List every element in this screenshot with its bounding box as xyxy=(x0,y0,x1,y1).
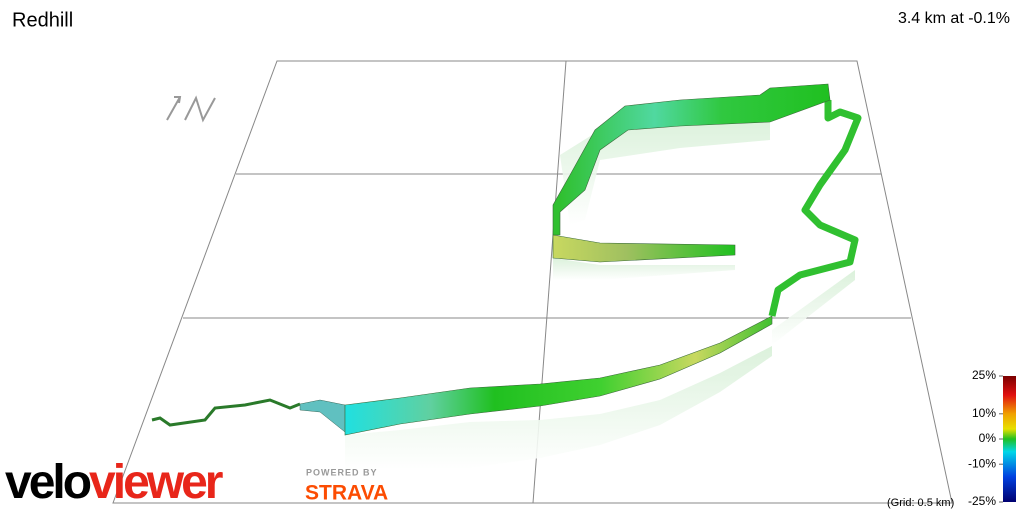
gradient-bar xyxy=(1003,376,1016,502)
logo-viewer: viewer xyxy=(89,456,223,509)
scale-label: -25% xyxy=(968,494,996,508)
logo: veloviewer xyxy=(5,456,223,509)
north-arrow xyxy=(166,95,216,123)
route-wall xyxy=(344,315,773,436)
scale-label: 25% xyxy=(972,368,996,382)
route-wall xyxy=(552,234,736,263)
scale-label: 0% xyxy=(979,431,997,445)
scale-label: 10% xyxy=(972,406,996,420)
strava-logo: STRAVA xyxy=(305,482,388,505)
route-wall xyxy=(552,83,831,236)
logo-velo: velo xyxy=(5,456,91,509)
scale-label: -10% xyxy=(968,456,996,470)
route-wall xyxy=(768,100,862,317)
grid-note: (Grid: 0.5 km) xyxy=(887,497,954,509)
route-shadow xyxy=(345,120,855,470)
route-wall xyxy=(299,399,346,433)
route-stat: 3.4 km at -0.1% xyxy=(898,10,1010,27)
route-line xyxy=(151,398,301,427)
route-title: Redhill xyxy=(12,9,73,31)
powered-by: POWERED BY xyxy=(306,467,378,477)
